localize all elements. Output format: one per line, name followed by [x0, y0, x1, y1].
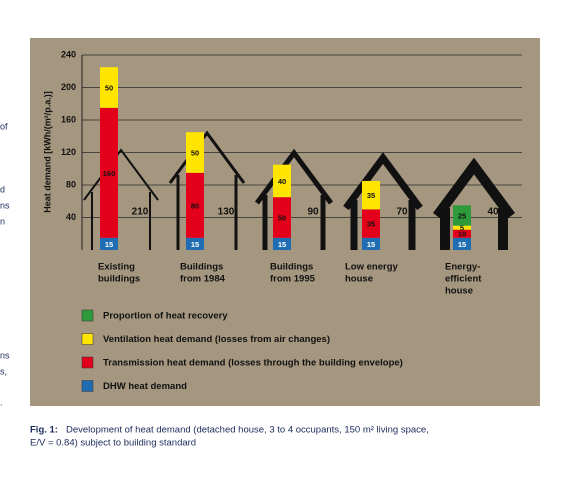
y-tick-label: 120 [61, 147, 76, 157]
value-label: 25 [458, 211, 466, 220]
value-label: 35 [367, 191, 375, 200]
value-label: 50 [191, 148, 199, 157]
text-fragment: of [0, 121, 8, 131]
house-label: 70 [396, 207, 408, 218]
value-label: 35 [367, 220, 375, 229]
x-tick-label: Existing [98, 262, 135, 273]
value-label: 160 [103, 169, 116, 178]
house-roof [83, 148, 159, 201]
house-label: 90 [307, 207, 319, 218]
bar-segment [362, 180, 380, 210]
x-tick-label: Low energy [345, 262, 399, 273]
text-fragment: n [0, 216, 5, 226]
bar-segment [186, 237, 204, 250]
text-fragment: . [0, 397, 3, 407]
bar-segment [186, 172, 204, 238]
bar-segment [100, 107, 118, 238]
bar-segment [453, 205, 471, 226]
value-label: 15 [191, 240, 199, 249]
bar-segment [273, 197, 291, 238]
caption-text: Development of heat demand (detached hou… [66, 425, 429, 436]
y-tick-label: 160 [61, 114, 76, 124]
legend-label: Proportion of heat recovery [103, 311, 228, 322]
y-tick-label: 240 [61, 49, 76, 59]
legend-label: Transmission heat demand (losses through… [103, 358, 403, 369]
caption-text: E/V = 0.84) subject to building standard [30, 438, 196, 449]
house-roof [168, 130, 246, 184]
x-tick-label: efficient [445, 274, 482, 285]
y-tick-label: 200 [61, 82, 76, 92]
x-tick-label: buildings [98, 274, 140, 285]
value-label: 50 [105, 83, 113, 92]
x-tick-label: Buildings [270, 262, 313, 273]
x-tick-label: Buildings [180, 262, 223, 273]
legend-label: DHW heat demand [103, 381, 187, 392]
caption-label: Fig. 1: [30, 425, 58, 436]
text-fragment: ns [0, 200, 10, 210]
bar-segment [453, 225, 471, 230]
value-label: 10 [458, 230, 466, 239]
y-tick-label: 40 [66, 212, 76, 222]
y-tick-label: 80 [66, 179, 76, 189]
bar-segment [362, 237, 380, 250]
house-roof [343, 152, 423, 211]
x-tick-label: from 1984 [180, 274, 226, 285]
x-tick-label: house [445, 286, 473, 297]
bar-segment [273, 164, 291, 198]
value-label: 15 [367, 240, 375, 249]
value-label: 15 [105, 240, 113, 249]
house-roof [432, 157, 516, 219]
house-label: 40 [487, 207, 499, 218]
value-label: 50 [278, 213, 286, 222]
house-roof [254, 148, 334, 205]
legend-label: Ventilation heat demand (losses from air… [103, 334, 330, 345]
legend-swatch [81, 309, 94, 322]
bar-segment [453, 229, 471, 238]
value-label: 15 [278, 240, 286, 249]
legend-swatch [81, 356, 94, 369]
bar-segment [453, 237, 471, 250]
value-label: 80 [191, 201, 199, 210]
x-tick-label: Energy- [445, 262, 480, 273]
x-tick-label: house [345, 274, 373, 285]
text-fragment: ns [0, 350, 10, 360]
bar-segment [362, 209, 380, 238]
legend-swatch [81, 380, 94, 392]
y-axis-title: Heat demand [kWh/(m²/p.a.)] [42, 91, 52, 213]
bar-segment [273, 237, 291, 250]
text-fragment: d [0, 184, 5, 194]
value-label: 5 [460, 224, 464, 233]
bar-segment [100, 237, 118, 250]
text-fragment: s, [0, 366, 7, 376]
value-label: 15 [458, 240, 466, 249]
legend-swatch [81, 333, 94, 345]
bar-segment [186, 132, 204, 173]
house-label: 210 [132, 207, 149, 218]
bar-segment [100, 67, 118, 108]
house-label: 130 [218, 207, 235, 218]
value-label: 40 [278, 177, 286, 186]
x-tick-label: from 1995 [270, 274, 316, 285]
